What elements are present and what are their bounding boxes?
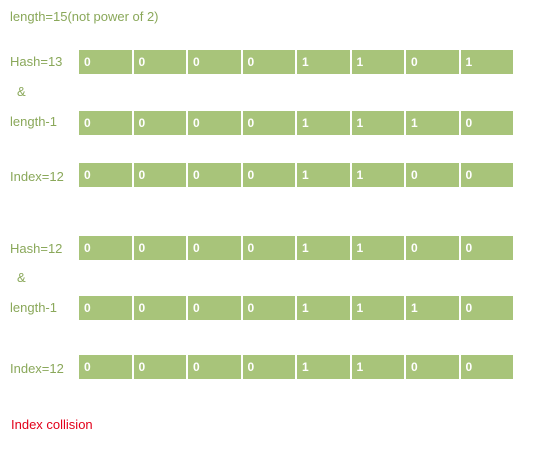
bit-cell: 0	[131, 50, 186, 74]
bit-cell: 1	[295, 111, 350, 135]
bit-cell: 1	[295, 355, 350, 379]
row-label-hash: Hash=13	[10, 54, 63, 69]
bit-cell: 1	[295, 236, 350, 260]
row-label-index: Index=12	[10, 169, 64, 184]
and-operator: &	[17, 84, 26, 99]
bit-cell: 0	[79, 111, 132, 135]
bit-cell: 0	[404, 50, 459, 74]
bit-cell: 0	[458, 163, 513, 187]
bit-cell: 1	[349, 50, 404, 74]
bit-cell: 0	[458, 111, 513, 135]
bit-cell: 0	[240, 50, 295, 74]
bit-cell: 1	[458, 50, 513, 74]
bit-cell: 1	[349, 236, 404, 260]
diagram-title: length=15(not power of 2)	[10, 9, 159, 24]
bit-cell: 0	[131, 296, 186, 320]
bit-cell: 1	[295, 163, 350, 187]
row-label-hash: Hash=12	[10, 241, 63, 256]
bit-cell: 0	[404, 163, 459, 187]
bit-cell: 0	[186, 236, 241, 260]
bit-cell: 0	[186, 163, 241, 187]
bit-cell: 0	[79, 296, 132, 320]
bit-cell: 1	[404, 111, 459, 135]
row-label-length-minus-1: length-1	[10, 114, 57, 129]
bit-cell: 0	[79, 236, 132, 260]
bit-cell: 1	[349, 111, 404, 135]
bit-cell: 0	[458, 236, 513, 260]
bit-cell: 1	[349, 355, 404, 379]
bit-cell: 1	[349, 163, 404, 187]
bit-cell: 0	[131, 163, 186, 187]
bit-cell: 0	[131, 236, 186, 260]
bit-cell: 0	[240, 355, 295, 379]
row-label-length-minus-1: length-1	[10, 300, 57, 315]
bit-cell: 1	[349, 296, 404, 320]
bit-cell: 0	[458, 355, 513, 379]
bit-cell: 0	[131, 111, 186, 135]
bit-cell: 0	[186, 296, 241, 320]
bit-cell: 0	[458, 296, 513, 320]
index-collision-note: Index collision	[11, 417, 93, 432]
bit-cell: 0	[79, 355, 132, 379]
bit-cell: 0	[240, 296, 295, 320]
bit-cell: 0	[240, 236, 295, 260]
bit-cell: 0	[404, 355, 459, 379]
bit-cell: 0	[404, 236, 459, 260]
and-operator: &	[17, 270, 26, 285]
bit-cell: 0	[240, 111, 295, 135]
bit-cell: 0	[186, 355, 241, 379]
bit-cell: 1	[295, 296, 350, 320]
bit-cell: 0	[186, 111, 241, 135]
bit-cell: 0	[131, 355, 186, 379]
bit-cell: 0	[240, 163, 295, 187]
bit-cell: 0	[79, 163, 132, 187]
bit-cell: 1	[295, 50, 350, 74]
bit-cell: 1	[404, 296, 459, 320]
bit-cell: 0	[186, 50, 241, 74]
row-label-index: Index=12	[10, 361, 64, 376]
bit-cell: 0	[79, 50, 132, 74]
